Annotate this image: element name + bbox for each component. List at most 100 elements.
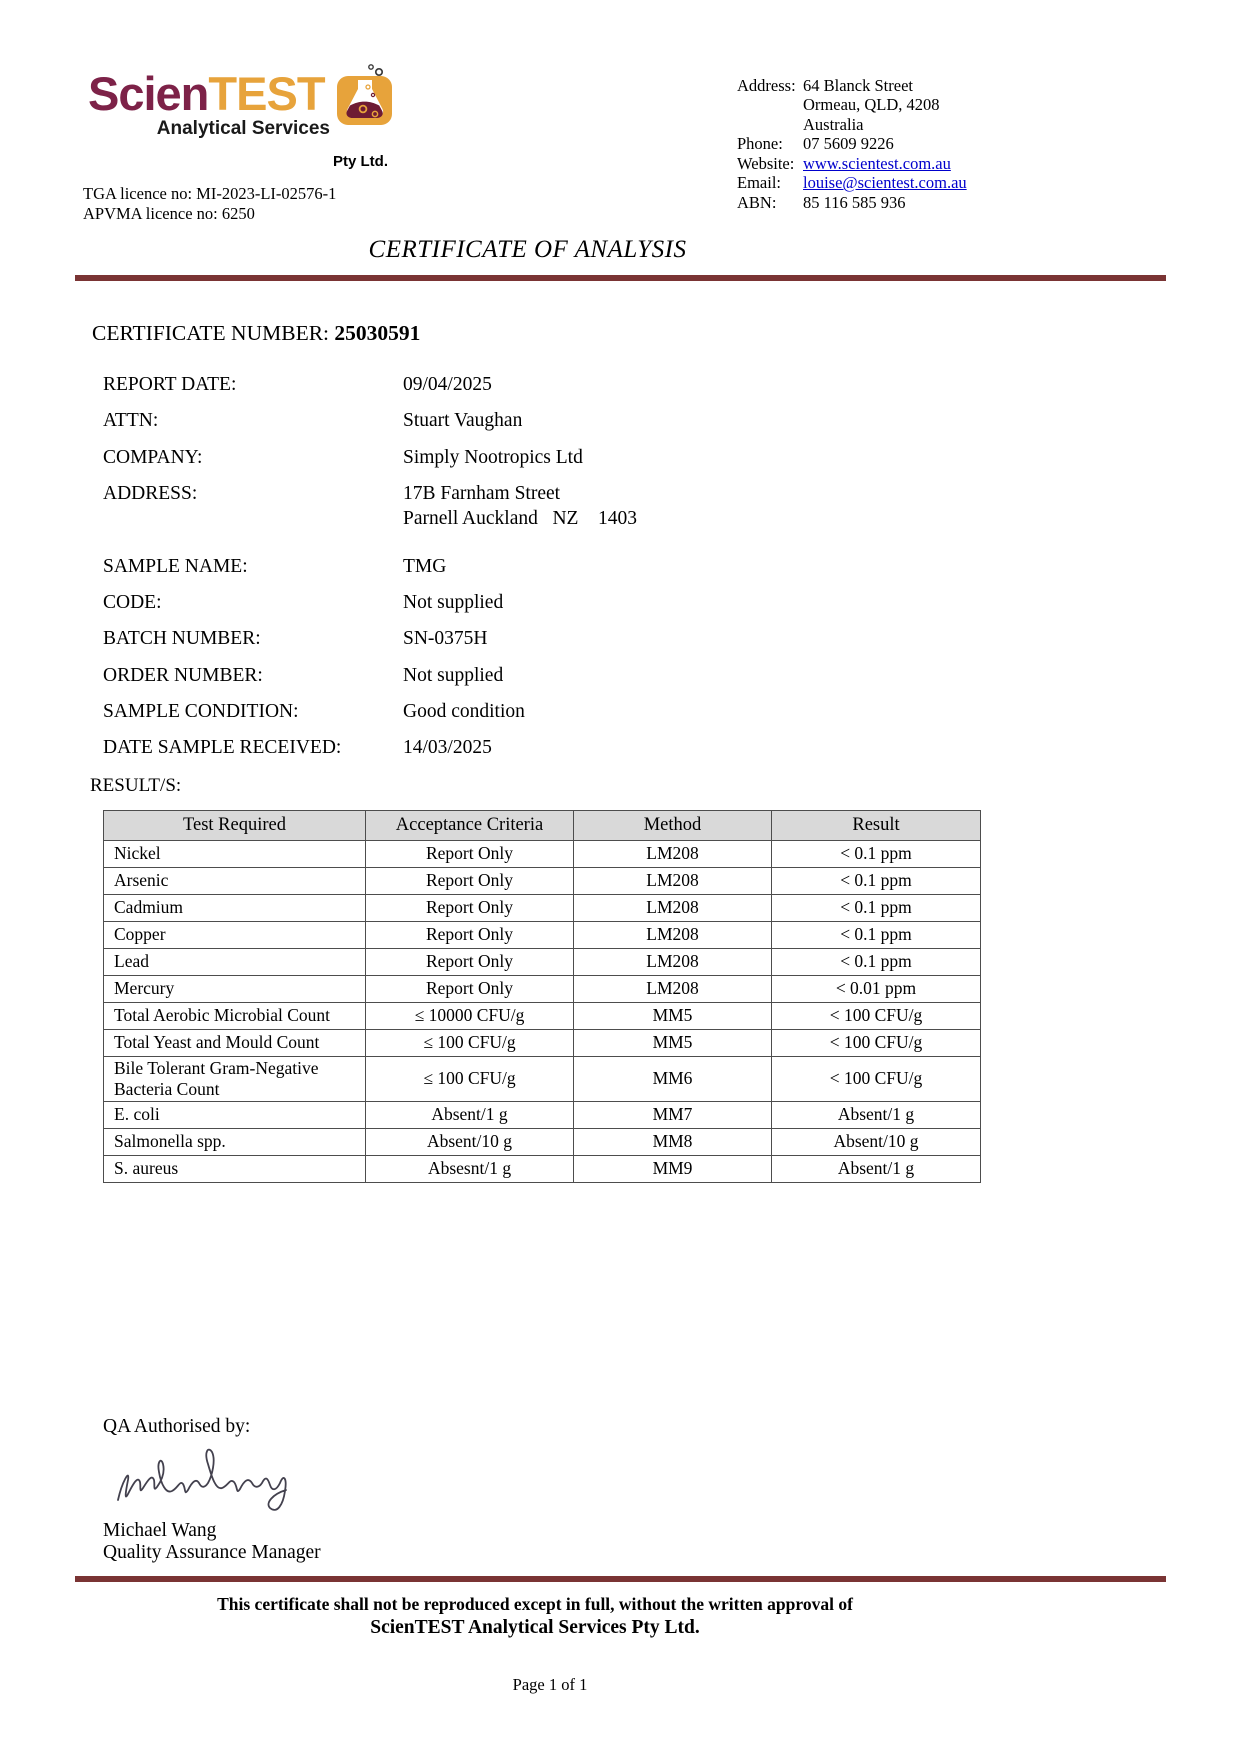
results-row: E. coli Absent/1 g MM7 Absent/1 g	[103, 1100, 981, 1129]
results-row: Total Aerobic Microbial Count ≤ 10000 CFU…	[103, 1001, 981, 1030]
field-row: ORDER NUMBER: Not supplied	[103, 663, 1241, 688]
field-value: Good condition	[403, 699, 525, 724]
field-row: ATTN: Stuart Vaughan	[103, 408, 1241, 433]
logo-brand: ScienTEST	[88, 64, 398, 125]
field-value: 09/04/2025	[403, 372, 492, 397]
result-cell-result: Absent/1 g	[771, 1100, 981, 1129]
footer-disclaimer-line1: This certificate shall not be reproduced…	[217, 1593, 853, 1614]
field-value-line: 17B Farnham Street	[403, 483, 561, 505]
result-cell-test: Cadmium	[103, 893, 366, 922]
results-row: Salmonella spp. Absent/10 g MM8 Absent/10 g	[103, 1127, 981, 1156]
result-cell-result: < 0.1 ppm	[771, 947, 981, 976]
result-cell-criteria: Absent/1 g	[365, 1100, 574, 1129]
footer-disclaimer-line2: ScienTEST Analytical Services Pty Ltd.	[370, 1616, 700, 1638]
result-cell-test: Nickel	[103, 839, 366, 868]
field-value: SN-0375H	[403, 626, 488, 651]
result-cell-criteria: Absent/10 g	[365, 1127, 574, 1156]
document-header: ScienTEST Analytical Services	[0, 0, 1241, 230]
result-cell-test: Lead	[103, 947, 366, 976]
results-header-row: Test Required Acceptance Criteria Method Re…	[103, 809, 981, 841]
result-cell-result: Absent/10 g	[771, 1127, 981, 1156]
result-cell-method: LM208	[573, 974, 772, 1003]
field-value-line: Not supplied	[403, 592, 504, 614]
results-row: Total Yeast and Mould Count ≤ 100 CFU/g MM…	[103, 1028, 981, 1057]
page-number: Page 1 of 1	[512, 1674, 588, 1694]
field-row: DATE SAMPLE RECEIVED: 14/03/2025	[103, 735, 1241, 760]
results-row: S. aureus Absesnt/1 g MM9 Absent/1 g	[103, 1154, 981, 1183]
result-cell-result: < 0.1 ppm	[771, 893, 981, 922]
company-logo: ScienTEST Analytical Services	[88, 64, 398, 170]
contact-link[interactable]: louise@scientest.com.au	[803, 173, 967, 193]
result-cell-result: < 0.1 ppm	[771, 839, 981, 868]
contact-link[interactable]: www.scientest.com.au	[803, 153, 951, 173]
results-row: Cadmium Report Only LM208 < 0.1 ppm	[103, 893, 981, 922]
contact-value: Australia	[803, 114, 864, 134]
field-label: SAMPLE CONDITION:	[103, 701, 299, 723]
results-column-header: Result	[771, 809, 981, 841]
contact-label: Address:	[737, 76, 796, 95]
contact-label	[737, 95, 803, 114]
certificate-number-value: 25030591	[334, 321, 421, 345]
results-table: Test Required Acceptance Criteria Method Re…	[103, 809, 981, 1183]
result-cell-criteria: ≤ 100 CFU/g	[365, 1055, 574, 1102]
result-cell-criteria: Report Only	[365, 839, 574, 868]
result-cell-result: < 100 CFU/g	[771, 1001, 981, 1030]
certificate-number-label: CERTIFICATE NUMBER:	[92, 321, 335, 345]
field-value: 14/03/2025	[403, 735, 492, 760]
qa-authorised-label: QA Authorised by:	[103, 1415, 251, 1437]
field-value: Simply Nootropics Ltd	[403, 445, 583, 470]
field-row: ADDRESS: 17B Farnham Street Parnell Auckla…	[103, 481, 1241, 532]
logo-pty-ltd: Pty Ltd.	[333, 153, 388, 170]
result-cell-method: MM7	[573, 1100, 772, 1129]
result-cell-criteria: Report Only	[365, 920, 574, 949]
field-row: CODE: Not supplied	[103, 590, 1241, 615]
result-cell-test: E. coli	[103, 1100, 366, 1129]
results-row: Arsenic Report Only LM208 < 0.1 ppm	[103, 866, 981, 895]
field-label: ADDRESS:	[103, 483, 198, 505]
contact-label: Email:	[737, 173, 781, 193]
document-title: CERTIFICATE OF ANALYSIS	[368, 236, 687, 263]
field-label: CODE:	[103, 592, 162, 614]
results-row: Lead Report Only LM208 < 0.1 ppm	[103, 947, 981, 976]
result-cell-test: Total Yeast and Mould Count	[103, 1028, 366, 1057]
field-label: ORDER NUMBER:	[103, 664, 263, 686]
field-label: COMPANY:	[103, 446, 203, 468]
result-cell-method: MM5	[573, 1001, 772, 1030]
logo-brand-scien: Scien	[88, 67, 209, 120]
field-value-line: 14/03/2025	[403, 737, 492, 759]
tga-licence: TGA licence no: MI-2023-LI-02576-1	[83, 184, 337, 203]
qa-title: Quality Assurance Manager	[103, 1541, 321, 1563]
certificate-number-line: CERTIFICATE NUMBER: 25030591	[92, 321, 1241, 346]
results-column-header: Acceptance Criteria	[365, 809, 574, 841]
result-cell-test: S. aureus	[103, 1154, 366, 1183]
contact-label	[737, 115, 803, 134]
field-value: Not supplied	[403, 590, 503, 615]
field-value-line: Parnell Auckland NZ 1403	[403, 508, 637, 530]
field-value-line: Not supplied	[403, 664, 504, 686]
results-column-header: Method	[573, 809, 772, 841]
field-label: ATTN:	[103, 410, 159, 432]
result-cell-test: Salmonella spp.	[103, 1127, 366, 1156]
contact-block: Address: 64 Blanck Street Ormeau, QLD, 420…	[737, 76, 967, 212]
footer-disclaimer: This certificate shall not be reproduced…	[75, 1594, 995, 1639]
field-value: Not supplied	[403, 663, 503, 688]
result-cell-criteria: Report Only	[365, 974, 574, 1003]
results-column-header: Test Required	[103, 809, 366, 841]
result-cell-criteria: Absesnt/1 g	[365, 1154, 574, 1183]
contact-label: ABN:	[737, 192, 777, 212]
flask-icon	[336, 62, 394, 133]
field-row: SAMPLE CONDITION: Good condition	[103, 699, 1241, 724]
result-cell-result: < 100 CFU/g	[771, 1055, 981, 1102]
field-label: BATCH NUMBER:	[103, 628, 261, 650]
field-label: SAMPLE NAME:	[103, 555, 248, 577]
result-cell-test: Arsenic	[103, 866, 366, 895]
divider-rule-bottom	[75, 1575, 1166, 1582]
result-cell-method: MM9	[573, 1154, 772, 1183]
field-label: REPORT DATE:	[103, 374, 237, 395]
qa-name: Michael Wang	[103, 1519, 217, 1541]
logo-brand-test: TEST	[208, 67, 325, 120]
result-cell-method: MM5	[573, 1028, 772, 1057]
result-cell-criteria: ≤ 100 CFU/g	[365, 1028, 574, 1057]
field-value-line: TMG	[403, 555, 447, 577]
field-value-line: Simply Nootropics Ltd	[403, 446, 583, 468]
